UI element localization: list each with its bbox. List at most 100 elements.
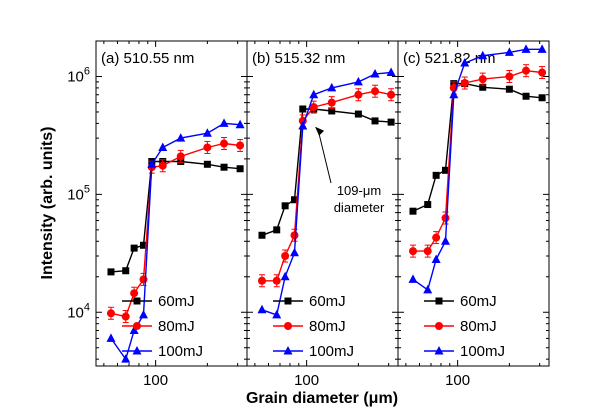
data-point-100mJ	[158, 142, 168, 151]
legend-marker-60mJ	[133, 297, 141, 305]
data-point-80mJ	[432, 233, 441, 242]
data-point-100mJ	[353, 76, 363, 86]
data-point-60mJ	[479, 83, 487, 91]
data-point-80mJ	[130, 289, 139, 298]
data-point-80mJ	[538, 68, 547, 77]
data-point-100mJ	[370, 68, 380, 78]
data-point-60mJ	[299, 105, 307, 113]
legend-label: 100mJ	[460, 343, 505, 360]
panel-2: 100 (b) 515.32 nm 60mJ 80mJ 100mJ 109-μm diame…	[246, 40, 399, 389]
data-point-60mJ	[281, 202, 289, 210]
data-point-60mJ	[290, 196, 298, 204]
data-point-80mJ	[106, 309, 115, 318]
data-point-100mJ	[460, 58, 470, 67]
data-point-60mJ	[273, 226, 281, 234]
data-point-80mJ	[478, 75, 487, 84]
legend-label: 80mJ	[158, 318, 195, 335]
panel-frame	[397, 40, 550, 367]
data-point-100mJ	[408, 274, 418, 283]
data-point-100mJ	[327, 82, 337, 92]
y-axis-label: Intensity (arb. units)	[39, 127, 56, 280]
data-point-60mJ	[236, 165, 244, 173]
data-point-60mJ	[424, 201, 432, 209]
panel-1: 100 104 105 106 (a) 510.55 nm 60mJ 80mJ 100mJ	[67, 40, 248, 389]
series-line-60mJ	[110, 160, 241, 273]
data-point-100mJ	[537, 44, 547, 53]
annotation-arrow	[317, 129, 332, 184]
data-point-60mJ	[441, 166, 449, 174]
series-line-80mJ	[413, 69, 543, 252]
annotation-arrowhead	[315, 126, 325, 136]
data-point-100mJ	[202, 128, 212, 137]
data-point-100mJ	[504, 47, 514, 56]
data-point-100mJ	[147, 159, 157, 168]
data-point-60mJ	[328, 107, 336, 115]
series-line-60mJ	[261, 108, 392, 236]
panel-title: (b) 515.32 nm	[252, 50, 345, 67]
data-point-60mJ	[505, 85, 513, 93]
legend-label: 80mJ	[460, 318, 497, 335]
panel-title: (c) 521.82 nm	[403, 50, 496, 67]
data-point-80mJ	[408, 247, 417, 256]
data-point-80mJ	[281, 252, 290, 261]
data-point-80mJ	[272, 276, 281, 285]
series-line-100mJ	[110, 122, 241, 361]
data-point-100mJ	[129, 325, 139, 335]
data-point-100mJ	[257, 304, 267, 314]
data-point-80mJ	[327, 98, 336, 107]
data-point-80mJ	[371, 87, 380, 96]
series-line-80mJ	[110, 142, 241, 318]
panel-3: 100 (c) 521.82 nm 60mJ 80mJ 100mJ	[397, 40, 550, 389]
data-point-80mJ	[460, 79, 469, 88]
data-point-60mJ	[107, 268, 115, 276]
data-point-100mJ	[386, 67, 396, 77]
data-point-80mJ	[121, 312, 130, 321]
data-point-60mJ	[538, 94, 546, 102]
data-point-100mJ	[121, 354, 131, 363]
data-point-60mJ	[522, 92, 530, 100]
panel-title: (a) 510.55 nm	[101, 50, 194, 67]
data-point-60mJ	[387, 118, 395, 126]
legend-label: 80mJ	[309, 318, 346, 335]
legend-label: 60mJ	[460, 293, 497, 310]
data-point-60mJ	[432, 171, 440, 179]
data-point-60mJ	[220, 163, 228, 171]
annotation-text: diameter	[334, 200, 385, 215]
data-point-100mJ	[309, 89, 319, 99]
legend-marker-100mJ	[283, 346, 293, 355]
data-point-60mJ	[122, 267, 130, 275]
data-point-100mJ	[272, 309, 282, 319]
data-point-80mJ	[423, 247, 432, 256]
data-point-80mJ	[309, 103, 318, 112]
y-tick-label: 104	[67, 301, 90, 321]
data-point-60mJ	[130, 244, 138, 252]
legend-marker-80mJ	[133, 322, 141, 330]
data-point-80mJ	[203, 143, 212, 152]
legend-marker-60mJ	[284, 297, 292, 305]
legend-marker-100mJ	[434, 346, 444, 355]
legend-marker-60mJ	[435, 297, 443, 305]
x-tick-label: 100	[294, 372, 319, 389]
x-axis-label: Grain diameter (μm)	[246, 390, 398, 407]
data-point-100mJ	[106, 333, 116, 342]
series-line-60mJ	[412, 82, 543, 212]
data-point-100mJ	[440, 236, 450, 245]
data-point-100mJ	[280, 271, 290, 281]
data-point-100mJ	[431, 254, 441, 264]
x-tick-label: 100	[143, 372, 168, 389]
legend-marker-80mJ	[284, 322, 292, 330]
series-line-100mJ	[261, 71, 392, 316]
annotation-text: 109-μm	[337, 183, 381, 198]
data-point-100mJ	[176, 133, 186, 142]
legend-marker-100mJ	[132, 346, 142, 355]
data-point-100mJ	[138, 309, 148, 319]
data-point-80mJ	[354, 90, 363, 99]
data-point-60mJ	[203, 160, 211, 168]
data-point-60mJ	[139, 241, 147, 249]
data-point-60mJ	[371, 117, 379, 125]
data-point-100mJ	[521, 44, 531, 53]
data-point-100mJ	[219, 118, 229, 127]
legend-label: 100mJ	[158, 343, 203, 360]
data-point-80mJ	[441, 214, 450, 223]
